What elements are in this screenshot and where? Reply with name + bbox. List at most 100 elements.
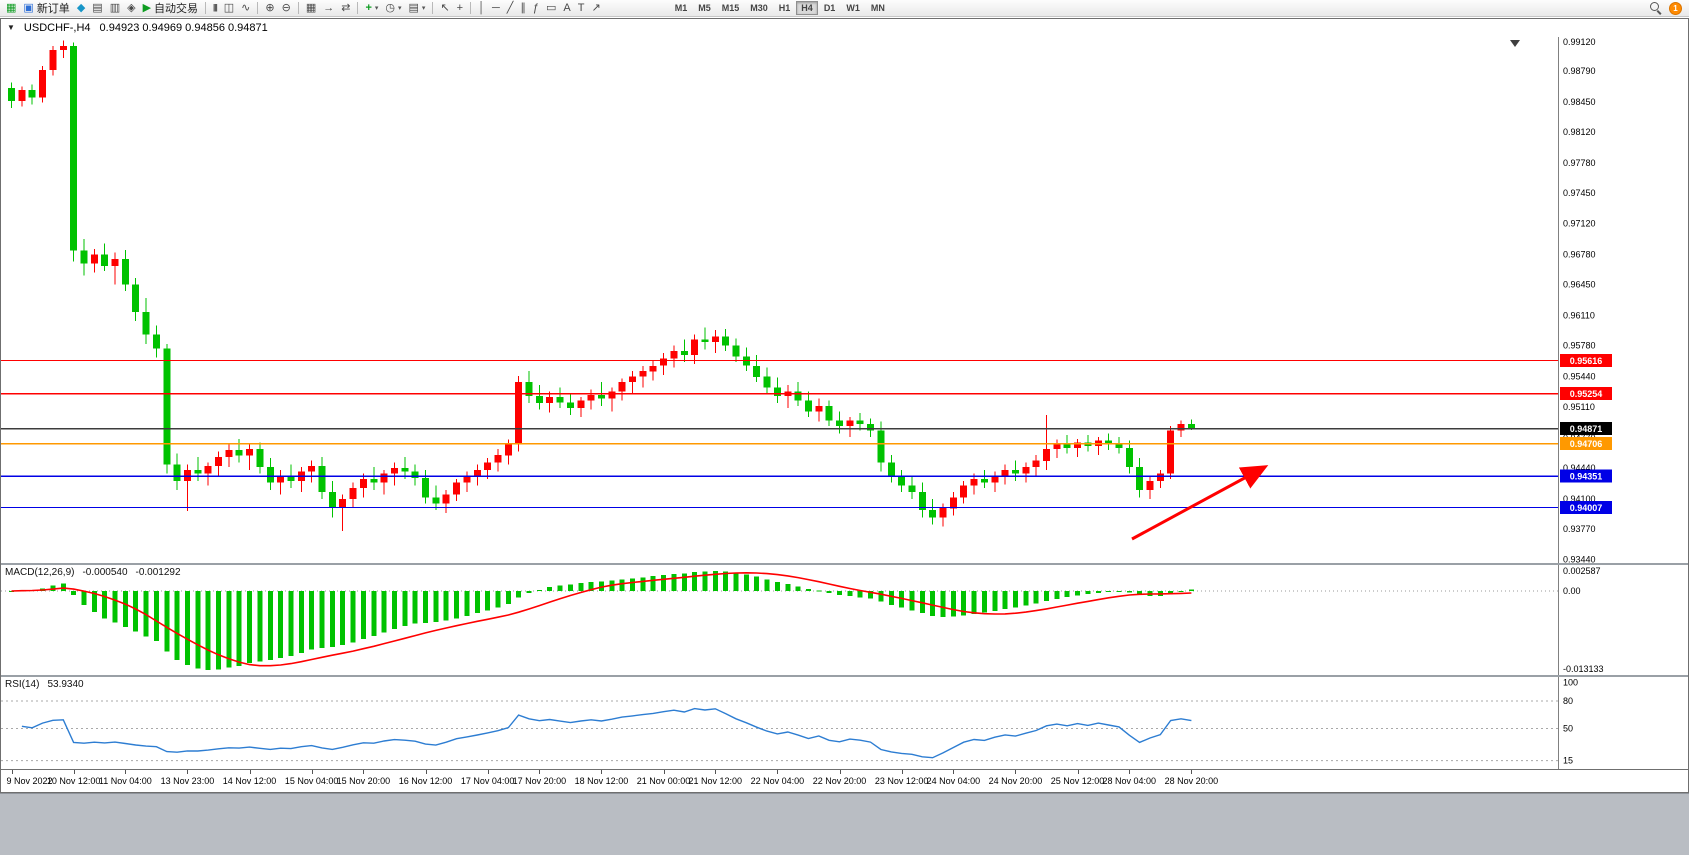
market-watch-button[interactable]: ▤ [89,1,105,16]
chart-menu-arrow-icon[interactable]: ▼ [7,23,15,32]
time-tick [539,770,541,774]
trendline-button[interactable]: ╱ [504,1,517,16]
svg-text:0.99120: 0.99120 [1563,37,1596,47]
cursor-icon: ↖ [440,1,450,14]
svg-text:80: 80 [1563,696,1573,706]
data-window-button[interactable]: ▥ [107,1,123,16]
channel-icon: ∥ [520,1,526,14]
chart-titlebar: ▼ USDCHF-,H4 0.94923 0.94969 0.94856 0.9… [1,19,1688,37]
time-label: 23 Nov 12:00 [874,776,929,786]
timeframe-w1-button[interactable]: W1 [841,1,865,15]
autotrading-play-icon: ▶ [142,1,152,14]
chart-shift-icon: ⇄ [341,1,351,14]
label-icon: T [577,1,585,14]
chart-shift-button[interactable]: ⇄ [338,1,353,16]
time-tick [839,770,841,774]
horizontal-line-icon: ─ [491,1,500,14]
tile-windows-icon: ▦ [305,1,317,14]
toolbar-separator [257,2,259,14]
rectangle-tool-button[interactable]: ▭ [543,1,559,16]
notification-badge[interactable]: 1 [1669,1,1682,15]
time-tick [363,770,365,774]
rsi-indicator-name: RSI(14) [5,679,40,690]
price-chart-panel[interactable]: 0.99120 0.98790 0.98450 0.98120 0.97780 0.974… [1,37,1688,563]
cursor-button[interactable]: ↖ [437,1,452,16]
svg-text:50: 50 [1563,724,1573,734]
templates-button[interactable]: ▤ ▾ [406,1,429,16]
timeframe-h4-button[interactable]: H4 [796,1,818,15]
bar-chart-button[interactable]: ||| [210,1,220,16]
arrow-tool-icon: ↗ [591,1,601,14]
fibonacci-button[interactable]: ƒ [530,1,542,16]
timeframe-mn-button[interactable]: MN [866,1,890,15]
timeframe-m30-button[interactable]: M30 [745,1,773,15]
zoom-out-button[interactable]: ⊖ [279,1,294,16]
svg-text:0.97450: 0.97450 [1563,188,1596,198]
text-icon: A [563,1,571,14]
vertical-line-icon: │ [478,1,485,14]
arrows-tool-button[interactable]: ↗ [589,1,604,16]
time-tick [715,770,717,774]
macd-main-value: -0.000540 [82,567,128,578]
auto-scroll-button[interactable]: → [320,1,337,16]
indicators-button[interactable]: + ▾ [362,1,381,16]
zoom-in-button[interactable]: ⊕ [262,1,277,16]
vertical-line-button[interactable]: │ [475,1,488,16]
candlestick-chart-button[interactable]: ◫ [221,1,237,16]
time-label: 10 Nov 12:00 [46,776,101,786]
svg-text:0.94440: 0.94440 [1563,463,1596,473]
svg-text:0.98790: 0.98790 [1563,66,1596,76]
timeframe-m5-button[interactable]: M5 [693,1,716,15]
rsi-panel[interactable]: RSI(14) 53.9340 100 80 50 15 [1,675,1688,769]
svg-text:0.00: 0.00 [1563,586,1581,596]
time-axis[interactable]: 9 Nov 2022 10 Nov 12:00 11 Nov 04:00 13 Nov… [1,769,1688,792]
horizontal-lines: 0.95616 0.95254 0.94871 0.94706 0.94351 0.940… [1,354,1612,515]
price-chart-plot[interactable]: 0.99120 0.98790 0.98450 0.98120 0.97780 0.974… [1,37,1688,563]
timeframe-m1-button[interactable]: M1 [670,1,693,15]
profiles-icon: ◆ [76,1,86,14]
time-tick [663,770,665,774]
time-label: 24 Nov 20:00 [988,776,1043,786]
periods-button[interactable]: ◷ ▾ [382,1,404,16]
profiles-button[interactable]: ◆ [74,1,88,16]
search-icon[interactable] [1650,2,1662,14]
chevron-down-icon: ▾ [421,4,426,12]
timeframe-m15-button[interactable]: M15 [717,1,745,15]
svg-text:100: 100 [1563,678,1578,688]
crosshair-button[interactable]: + [454,1,466,16]
time-tick [901,770,903,774]
label-tool-button[interactable]: T [575,1,588,16]
line-chart-button[interactable]: ∿ [238,1,253,16]
new-order-button[interactable]: ▣ 新订单 [20,1,72,16]
macd-panel[interactable]: MACD(12,26,9) -0.000540 -0.001292 0.0025… [1,563,1688,675]
new-chart-button[interactable]: ▦ [3,1,19,16]
macd-label-row: MACD(12,26,9) -0.000540 -0.001292 [5,567,181,578]
toolbar-separator [205,2,207,14]
channel-button[interactable]: ∥ [517,1,529,16]
auto-scroll-icon: → [323,1,335,14]
svg-text:0.95616: 0.95616 [1570,356,1603,366]
time-label: 15 Nov 20:00 [336,776,391,786]
new-chart-icon: ▦ [6,1,17,14]
svg-text:0.94871: 0.94871 [1570,424,1603,434]
trend-arrow [1131,465,1269,541]
time-label: 28 Nov 04:00 [1102,776,1157,786]
tile-windows-button[interactable]: ▦ [303,1,319,16]
new-order-label: 新订单 [36,3,70,15]
time-tick [601,770,603,774]
macd-signal-line [11,571,1192,667]
time-label: 15 Nov 04:00 [284,776,339,786]
timeframe-h1-button[interactable]: H1 [774,1,796,15]
horizontal-line-button[interactable]: ─ [489,1,503,16]
time-label: 16 Nov 12:00 [398,776,453,786]
timeframe-d1-button[interactable]: D1 [819,1,841,15]
text-tool-button[interactable]: A [560,1,573,16]
svg-text:0.93770: 0.93770 [1563,524,1596,534]
time-label: 22 Nov 20:00 [812,776,867,786]
time-label: 24 Nov 04:00 [926,776,981,786]
autotrading-button[interactable]: ▶ 自动交易 [140,1,201,16]
svg-text:0.93440: 0.93440 [1563,554,1596,563]
time-tick [11,770,13,774]
rsi-value: 53.9340 [47,679,84,690]
navigator-button[interactable]: ◈ [124,1,138,16]
